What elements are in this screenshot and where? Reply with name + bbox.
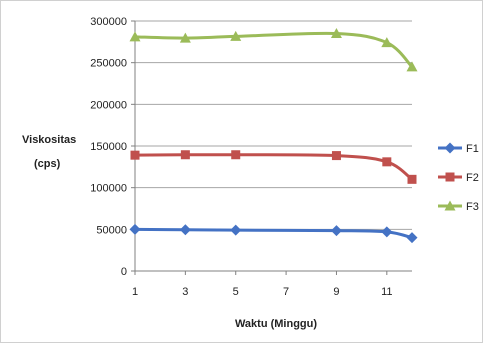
legend: F1 F2 F3 [438, 142, 479, 213]
legend-item-f2: F2 [438, 172, 479, 184]
y-axis-title-line1: Viskositas [22, 134, 76, 146]
x-tick-labels: 1 3 5 7 9 11 [132, 286, 393, 298]
series-line-f3 [134, 31, 414, 68]
series-f3 [129, 28, 418, 72]
legend-marker [444, 200, 456, 211]
y-tick-label: 250000 [90, 58, 127, 70]
data-point-f2 [382, 157, 392, 167]
data-point-f1 [330, 225, 342, 237]
legend-item-f3: F3 [438, 200, 479, 213]
data-point-f2 [231, 150, 241, 160]
data-point-f1 [406, 232, 418, 244]
x-tick-label: 5 [233, 286, 239, 298]
gridlines [135, 20, 412, 230]
data-point-f2 [331, 151, 341, 161]
x-tick-label: 7 [283, 286, 289, 298]
data-point-f2 [180, 150, 190, 160]
series [129, 28, 418, 244]
y-tick-labels: 0 50000 100000 150000 200000 250000 300000 [90, 16, 127, 278]
data-point-f3 [230, 30, 242, 41]
series-line-f1 [134, 227, 413, 240]
data-point-f1 [129, 223, 141, 235]
data-point-f3 [129, 31, 141, 42]
x-tick-label: 1 [132, 286, 138, 298]
data-point-f3 [406, 61, 418, 72]
x-tick-label: 3 [182, 286, 188, 298]
data-point-f1 [381, 226, 393, 238]
y-tick-label: 0 [121, 266, 127, 278]
data-point-f2 [407, 174, 417, 184]
data-point-f1 [179, 224, 191, 236]
data-point-f3 [179, 32, 191, 43]
legend-marker [445, 172, 455, 182]
series-f2 [130, 150, 417, 184]
legend-marker [444, 142, 456, 154]
series-f1 [129, 223, 418, 244]
x-axis-title: Waktu (Minggu) [235, 318, 317, 330]
legend-item-f1: F1 [438, 142, 479, 155]
data-point-f3 [381, 37, 393, 48]
y-tick-label: 50000 [96, 224, 127, 236]
x-tick-label: 9 [333, 286, 339, 298]
y-tick-label: 150000 [90, 141, 127, 153]
axes [131, 20, 412, 275]
legend-label: F2 [466, 172, 479, 184]
series-line-f2 [134, 153, 413, 181]
data-point-f2 [130, 150, 140, 160]
y-axis-title-line2: (cps) [34, 158, 61, 170]
data-point-f1 [230, 224, 242, 236]
x-tick-label: 11 [381, 286, 392, 298]
y-tick-label: 300000 [90, 16, 127, 28]
y-tick-label: 200000 [90, 99, 127, 111]
legend-label: F3 [466, 201, 479, 213]
legend-label: F1 [466, 143, 479, 155]
data-point-f3 [330, 28, 342, 38]
y-tick-label: 100000 [90, 183, 127, 195]
